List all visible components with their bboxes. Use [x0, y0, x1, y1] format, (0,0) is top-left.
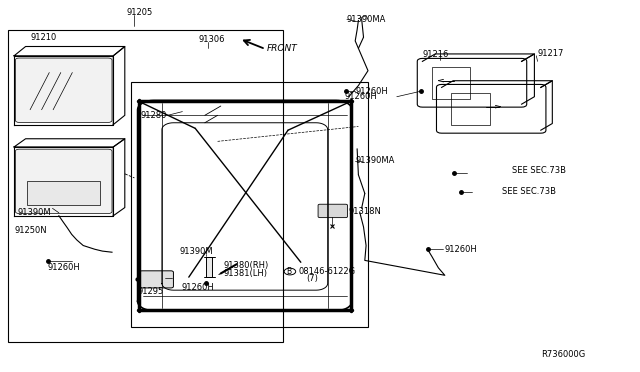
- Text: 91318N: 91318N: [349, 207, 381, 216]
- Bar: [131, 82, 368, 327]
- Text: 91260H: 91260H: [356, 87, 388, 96]
- Text: 91260H: 91260H: [181, 283, 214, 292]
- Bar: [432, 67, 470, 99]
- Text: 91390MA: 91390MA: [347, 15, 387, 24]
- FancyBboxPatch shape: [140, 271, 173, 288]
- Text: 91280: 91280: [141, 111, 167, 120]
- Text: SEE SEC.73B: SEE SEC.73B: [512, 166, 566, 175]
- Text: 91381(LH): 91381(LH): [224, 269, 268, 278]
- Text: 91217: 91217: [538, 49, 564, 58]
- Text: (7): (7): [306, 274, 318, 283]
- FancyBboxPatch shape: [318, 204, 348, 218]
- Bar: [8, 30, 283, 342]
- Text: 91210: 91210: [30, 33, 56, 42]
- FancyBboxPatch shape: [15, 149, 112, 214]
- Text: 91260H: 91260H: [445, 245, 477, 254]
- Bar: [27, 180, 100, 205]
- Text: FRONT: FRONT: [267, 44, 298, 53]
- Text: SEE SEC.73B: SEE SEC.73B: [502, 187, 556, 196]
- Text: 91390M: 91390M: [179, 247, 213, 256]
- Text: 91380(RH): 91380(RH): [224, 262, 269, 270]
- Text: 91260H: 91260H: [344, 92, 377, 101]
- Text: R736000G: R736000G: [541, 350, 585, 359]
- Bar: [206, 257, 212, 277]
- Text: B: B: [286, 267, 291, 276]
- Text: 91390MA: 91390MA: [356, 156, 396, 165]
- Text: 91250N: 91250N: [14, 226, 47, 235]
- Text: 91306: 91306: [198, 35, 225, 44]
- Text: 08146-6122G: 08146-6122G: [298, 267, 355, 276]
- Text: 91390M: 91390M: [18, 208, 52, 217]
- Text: 91260H: 91260H: [48, 263, 81, 272]
- FancyBboxPatch shape: [15, 58, 112, 122]
- Bar: [451, 93, 490, 125]
- Text: 91295: 91295: [138, 287, 164, 296]
- Text: 91216: 91216: [422, 50, 449, 59]
- Text: 91205: 91205: [127, 8, 153, 17]
